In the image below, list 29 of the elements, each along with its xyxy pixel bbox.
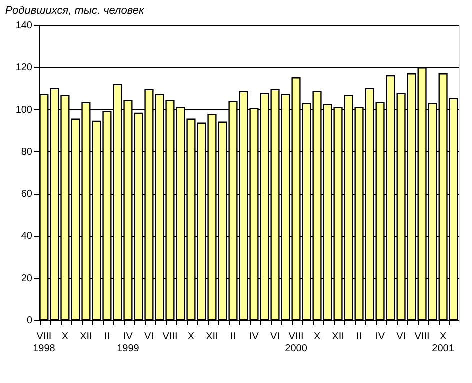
x-tick-label: IV xyxy=(376,332,386,342)
y-tick-label: 120 xyxy=(16,62,33,74)
y-tick-label: 40 xyxy=(21,231,33,242)
y-tick-label: 0 xyxy=(26,316,33,326)
x-tick-label: VI xyxy=(144,332,154,342)
x-tick-label: XII xyxy=(80,332,92,342)
x-tick-label: II xyxy=(230,332,236,342)
x-tick-label: X xyxy=(314,332,321,342)
y-tick-label: 60 xyxy=(21,189,33,200)
y-tick-label: 140 xyxy=(16,20,33,32)
x-tick-label: X xyxy=(188,332,195,342)
y-tick-label: 80 xyxy=(21,146,33,158)
x-tick-label: VIII 1998 xyxy=(33,332,56,354)
x-tick-label: II xyxy=(356,332,362,342)
x-tick-label: IV 1999 xyxy=(117,332,140,354)
x-tick-label: IV xyxy=(250,332,260,342)
chart-title: Родившихся, тыс. человек xyxy=(5,5,145,17)
y-tick-label: 20 xyxy=(21,273,33,284)
x-tick-label: XII xyxy=(206,332,218,342)
x-tick-label: VIII xyxy=(162,332,178,342)
x-tick-label: X xyxy=(62,332,69,342)
x-tick-label: VIII xyxy=(414,332,430,342)
x-tick-label: II xyxy=(104,332,110,342)
x-tick-label: VI xyxy=(270,332,280,342)
x-tick-label: VIII 2000 xyxy=(285,332,308,354)
x-tick-label: VI xyxy=(396,332,406,342)
x-tick-label: XII xyxy=(332,332,344,342)
y-tick-label: 100 xyxy=(16,104,33,116)
x-tick-label: X 2001 xyxy=(432,332,455,354)
